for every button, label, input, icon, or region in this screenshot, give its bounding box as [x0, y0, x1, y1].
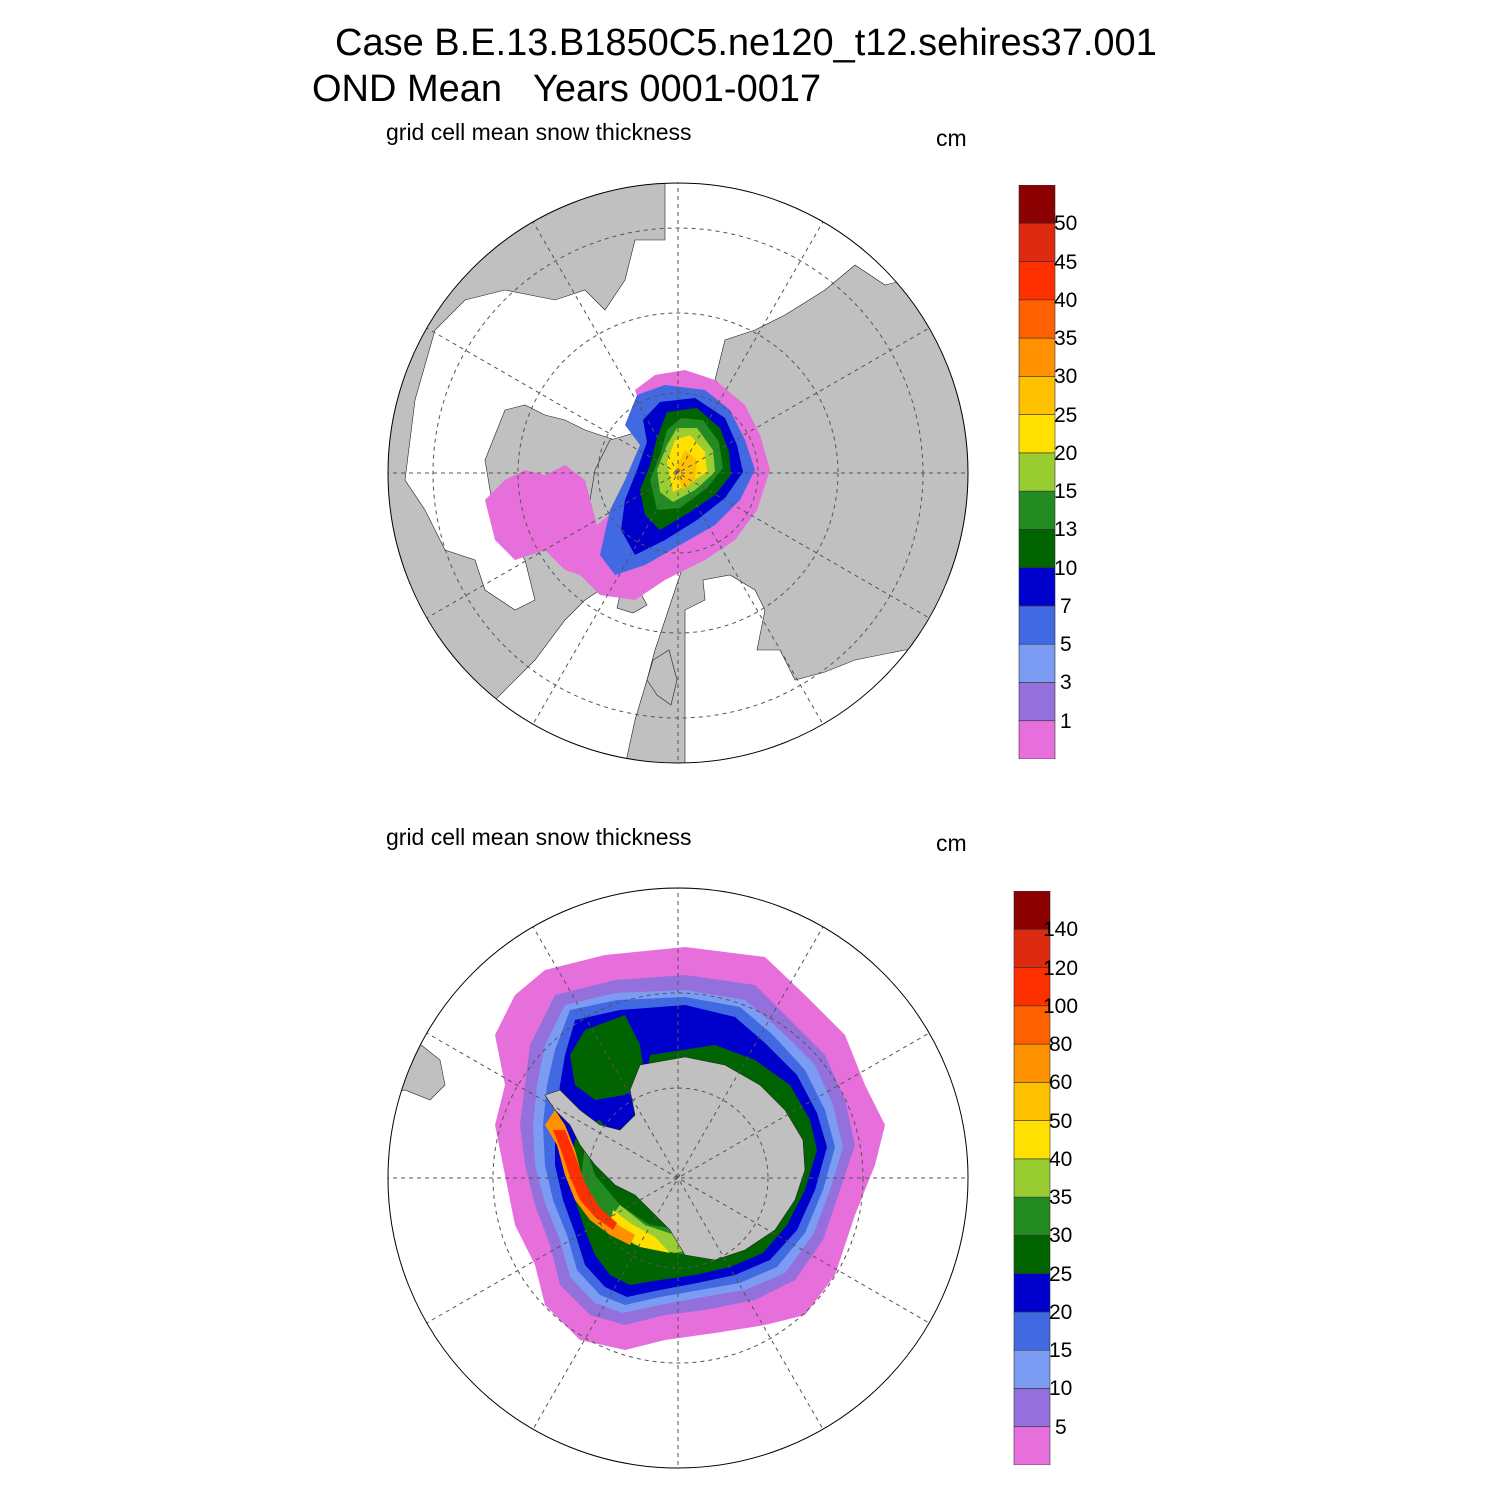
- colorbar-tick-label: 30: [1054, 365, 1078, 389]
- colorbar-segment: [1013, 1349, 1051, 1389]
- colorbar-tick-label: 40: [1049, 1147, 1073, 1171]
- colorbar-segment: [1018, 185, 1056, 224]
- colorbar-segment: [1013, 1120, 1051, 1160]
- colorbar-segment: [1013, 891, 1051, 930]
- colorbar-tick-label: 13: [1054, 518, 1078, 542]
- colorbar-segment: [1018, 605, 1056, 645]
- colorbar-tick-label: 7: [1060, 594, 1072, 618]
- colorbar-tick-label: 1: [1060, 709, 1072, 733]
- figure-title: Case B.E.13.B1850C5.ne120_t12.sehires37.…: [335, 22, 1157, 64]
- colorbar-segment: [1013, 1426, 1051, 1465]
- colorbar-segment: [1018, 682, 1056, 722]
- colorbar-tick-label: 3: [1060, 671, 1072, 695]
- colorbar-segment: [1018, 720, 1056, 759]
- colorbar-tick-label: 5: [1055, 1415, 1067, 1439]
- colorbar-segment: [1018, 490, 1056, 530]
- colorbar-tick-label: 20: [1054, 441, 1078, 465]
- north-polar-map: [387, 182, 969, 764]
- colorbar-segment: [1013, 1388, 1051, 1428]
- colorbar-tick-label: 50: [1049, 1109, 1073, 1133]
- colorbar-segment: [1018, 376, 1056, 415]
- colorbar-tick-label: 60: [1049, 1071, 1073, 1095]
- figure-subtitle: OND Mean Years 0001-0017: [312, 68, 822, 110]
- colorbar-segment: [1013, 1273, 1051, 1313]
- colorbar-tick-label: 50: [1054, 212, 1078, 236]
- colorbar-segment: [1018, 337, 1056, 377]
- south-polar-map: [387, 887, 969, 1469]
- colorbar-segment: [1018, 529, 1056, 568]
- colorbar-tick-label: 5: [1060, 633, 1072, 657]
- colorbar-tick-label: 25: [1049, 1262, 1073, 1286]
- south-panel-title: grid cell mean snow thickness: [386, 824, 692, 850]
- colorbar-segment: [1018, 222, 1056, 262]
- land-uk: [646, 649, 678, 706]
- colorbar-segment: [1013, 1082, 1051, 1121]
- south-colorbar: [1013, 891, 1051, 1465]
- colorbar-tick-label: 30: [1049, 1224, 1073, 1248]
- colorbar-tick-label: 100: [1043, 994, 1079, 1018]
- colorbar-segment: [1013, 1005, 1051, 1045]
- colorbar-tick-label: 25: [1054, 403, 1078, 427]
- colorbar-segment: [1013, 1043, 1051, 1083]
- colorbar-tick-label: 20: [1049, 1300, 1073, 1324]
- colorbar-segment: [1013, 928, 1051, 968]
- north-panel-units: cm: [936, 125, 967, 151]
- colorbar-tick-label: 140: [1043, 918, 1079, 942]
- colorbar-tick-label: 15: [1054, 480, 1078, 504]
- snow-orange: [675, 450, 697, 490]
- land-eurasia-north: [624, 264, 968, 763]
- snow-darkgreen-weddell: [570, 1015, 645, 1100]
- colorbar-tick-label: 35: [1049, 1186, 1073, 1210]
- snow-red-peninsula: [553, 1130, 617, 1230]
- colorbar-segment: [1013, 1235, 1051, 1274]
- north-panel-title: grid cell mean snow thickness: [386, 119, 692, 145]
- south-panel-units: cm: [936, 830, 967, 856]
- colorbar-tick-label: 40: [1054, 288, 1078, 312]
- colorbar-segment: [1013, 1311, 1051, 1351]
- snow-yellow: [610, 1210, 670, 1253]
- north-colorbar: [1018, 185, 1056, 759]
- colorbar-segment: [1013, 1158, 1051, 1198]
- colorbar-segment: [1018, 567, 1056, 607]
- colorbar-tick-label: 10: [1049, 1377, 1073, 1401]
- colorbar-segment: [1018, 261, 1056, 301]
- colorbar-segment: [1013, 967, 1051, 1007]
- colorbar-segment: [1013, 1196, 1051, 1236]
- colorbar-segment: [1018, 452, 1056, 492]
- colorbar-tick-label: 80: [1049, 1033, 1073, 1057]
- land-antarctica: [544, 1056, 806, 1261]
- colorbar-tick-label: 15: [1049, 1339, 1073, 1363]
- colorbar-tick-label: 10: [1054, 556, 1078, 580]
- colorbar-tick-label: 35: [1054, 327, 1078, 351]
- colorbar-segment: [1018, 299, 1056, 339]
- colorbar-tick-label: 120: [1043, 956, 1079, 980]
- colorbar-segment: [1018, 414, 1056, 454]
- colorbar-segment: [1018, 643, 1056, 683]
- colorbar-tick-label: 45: [1054, 250, 1078, 274]
